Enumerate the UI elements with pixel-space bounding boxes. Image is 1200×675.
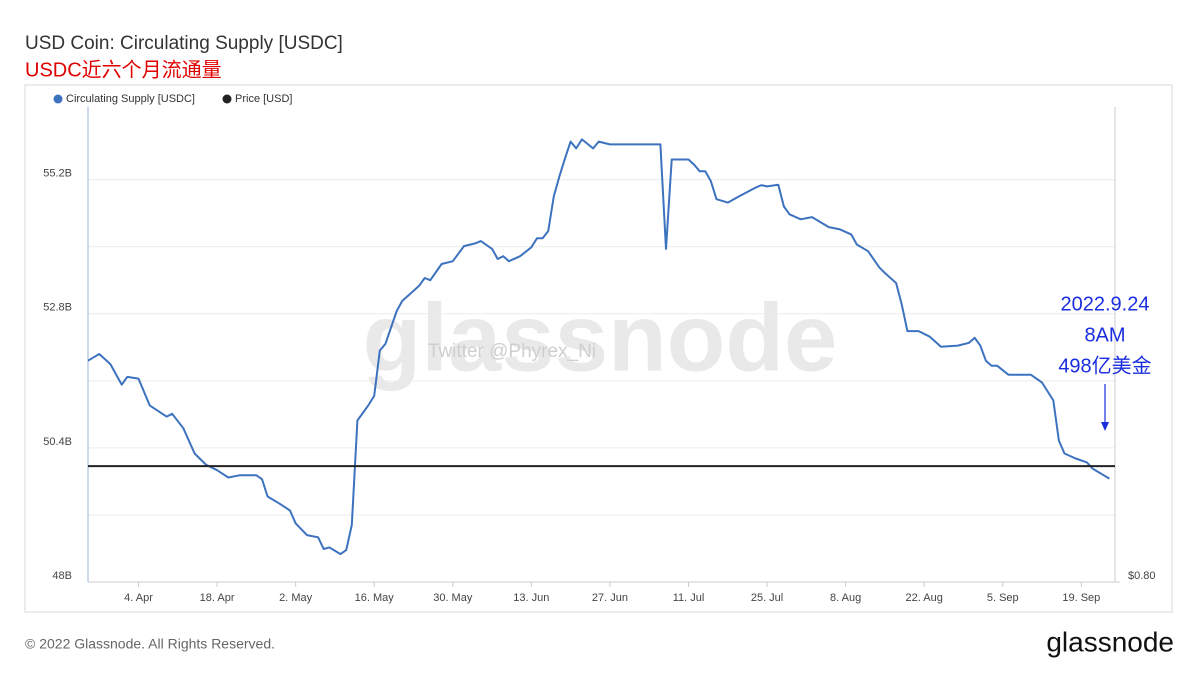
x-tick-label: 27. Jun — [592, 592, 628, 604]
footer: © 2022 Glassnode. All Rights Reserved. — [25, 636, 275, 652]
legend-label: Circulating Supply [USDC] — [66, 93, 195, 105]
logo: glassnode — [1046, 626, 1174, 657]
x-tick-label: 5. Sep — [987, 592, 1019, 604]
x-tick-label: 11. Jul — [673, 592, 705, 604]
watermark-credit: Twitter @Phyrex_Ni — [428, 341, 596, 362]
y2-tick-label: $0.80 — [1128, 570, 1156, 582]
y-tick-label: 52.8B — [43, 302, 72, 314]
annotation: 8AM — [1084, 324, 1125, 346]
x-tick-label: 30. May — [433, 592, 473, 604]
x-tick-label: 18. Apr — [200, 592, 235, 604]
x-tick-label: 22. Aug — [906, 592, 943, 604]
y-tick-label: 55.2B — [43, 168, 72, 180]
x-tick-label: 19. Sep — [1062, 592, 1100, 604]
x-tick-label: 2. May — [279, 592, 313, 604]
chart-frame — [24, 84, 1173, 613]
y-tick-label: 50.4B — [43, 436, 72, 448]
series-line — [87, 138, 1110, 556]
annotation-arrowhead — [1101, 422, 1109, 431]
watermark: glassnode — [363, 284, 838, 391]
legend-marker — [53, 94, 63, 104]
legend-marker — [222, 94, 232, 104]
annotation: 2022.9.24 — [1061, 293, 1150, 315]
annotation: 498亿美金 — [1058, 354, 1151, 377]
x-tick-label: 4. Apr — [124, 592, 153, 604]
x-tick-label: 13. Jun — [513, 592, 549, 604]
x-tick-label: 16. May — [355, 592, 395, 604]
chart-title: USD Coin: Circulating Supply [USDC] — [25, 33, 343, 54]
x-tick-label: 8. Aug — [830, 592, 861, 604]
y-tick-label: 48B — [52, 570, 72, 582]
chart-subtitle: USDC近六个月流通量 — [25, 58, 222, 81]
x-tick-label: 25. Jul — [751, 592, 783, 604]
legend-label: Price [USD] — [235, 93, 292, 105]
